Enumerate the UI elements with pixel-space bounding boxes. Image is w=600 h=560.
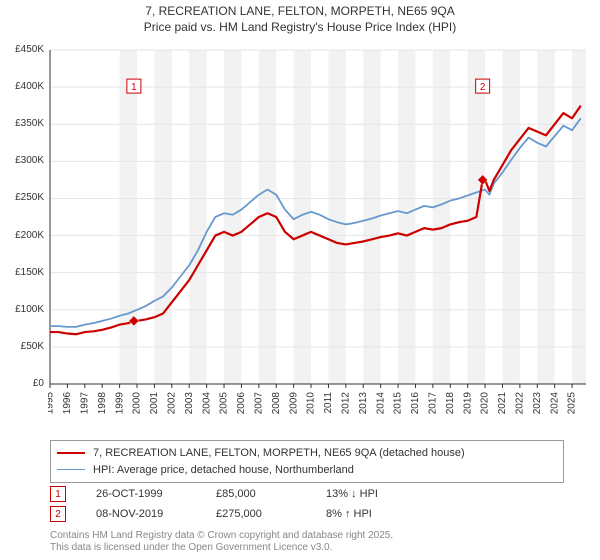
svg-text:2020: 2020 xyxy=(480,392,491,415)
attribution: Contains HM Land Registry data © Crown c… xyxy=(50,530,393,554)
y-tick-label: £450K xyxy=(0,44,44,55)
svg-text:2006: 2006 xyxy=(236,392,247,415)
svg-text:2016: 2016 xyxy=(410,392,421,415)
y-tick-label: £150K xyxy=(0,267,44,278)
marker-price-2: £275,000 xyxy=(216,508,296,520)
svg-text:2000: 2000 xyxy=(132,392,143,415)
marker-delta-2: 8% ↑ HPI xyxy=(326,508,372,520)
svg-text:2017: 2017 xyxy=(427,392,438,415)
svg-text:2018: 2018 xyxy=(445,392,456,415)
svg-text:2012: 2012 xyxy=(340,392,351,415)
line-chart: 1995 1996 1997 1998 1999 2000 2001 2002 2003 2004… xyxy=(48,44,588,424)
svg-text:1996: 1996 xyxy=(62,392,73,415)
svg-text:1998: 1998 xyxy=(97,392,108,415)
svg-text:2023: 2023 xyxy=(532,392,543,415)
svg-text:1997: 1997 xyxy=(79,392,90,415)
svg-text:2003: 2003 xyxy=(184,392,195,415)
y-tick-label: £100K xyxy=(0,304,44,315)
svg-text:2024: 2024 xyxy=(549,392,560,415)
y-tick-label: £0 xyxy=(0,378,44,389)
marker-price-1: £85,000 xyxy=(216,488,296,500)
svg-text:2015: 2015 xyxy=(393,392,404,415)
title-line-1: 7, RECREATION LANE, FELTON, MORPETH, NE6… xyxy=(0,4,600,20)
legend-row-hpi: HPI: Average price, detached house, Nort… xyxy=(57,462,557,479)
svg-text:2005: 2005 xyxy=(219,392,230,415)
marker-badge-2: 2 xyxy=(50,506,66,522)
svg-text:1995: 1995 xyxy=(48,392,56,415)
legend-swatch-property xyxy=(57,452,85,454)
svg-text:2013: 2013 xyxy=(358,392,369,415)
legend: 7, RECREATION LANE, FELTON, MORPETH, NE6… xyxy=(50,440,564,483)
y-tick-label: £400K xyxy=(0,81,44,92)
svg-text:2014: 2014 xyxy=(375,392,386,415)
y-tick-label: £250K xyxy=(0,192,44,203)
chart-container: 7, RECREATION LANE, FELTON, MORPETH, NE6… xyxy=(0,0,600,560)
svg-text:2022: 2022 xyxy=(515,392,526,415)
svg-text:2001: 2001 xyxy=(149,392,160,415)
svg-text:1999: 1999 xyxy=(114,392,125,415)
marker-delta-1: 13% ↓ HPI xyxy=(326,488,378,500)
marker-row-1: 1 26-OCT-1999 £85,000 13% ↓ HPI xyxy=(50,484,550,504)
marker-date-1: 26-OCT-1999 xyxy=(96,488,186,500)
attribution-line-2: This data is licensed under the Open Gov… xyxy=(50,542,393,554)
y-tick-label: £300K xyxy=(0,155,44,166)
svg-text:1: 1 xyxy=(131,82,137,93)
legend-row-property: 7, RECREATION LANE, FELTON, MORPETH, NE6… xyxy=(57,445,557,462)
title-line-2: Price paid vs. HM Land Registry's House … xyxy=(0,20,600,36)
svg-text:2004: 2004 xyxy=(201,392,212,415)
attribution-line-1: Contains HM Land Registry data © Crown c… xyxy=(50,530,393,542)
marker-badge-1: 1 xyxy=(50,486,66,502)
svg-text:2008: 2008 xyxy=(271,392,282,415)
svg-text:2021: 2021 xyxy=(497,392,508,415)
y-tick-label: £200K xyxy=(0,230,44,241)
marker-table: 1 26-OCT-1999 £85,000 13% ↓ HPI 2 08-NOV… xyxy=(50,484,550,524)
marker-row-2: 2 08-NOV-2019 £275,000 8% ↑ HPI xyxy=(50,504,550,524)
legend-label-hpi: HPI: Average price, detached house, Nort… xyxy=(93,462,354,479)
svg-text:2: 2 xyxy=(480,82,486,93)
svg-text:2009: 2009 xyxy=(288,392,299,415)
svg-text:2025: 2025 xyxy=(567,392,578,415)
marker-date-2: 08-NOV-2019 xyxy=(96,508,186,520)
legend-swatch-hpi xyxy=(57,469,85,470)
title-block: 7, RECREATION LANE, FELTON, MORPETH, NE6… xyxy=(0,0,600,35)
legend-label-property: 7, RECREATION LANE, FELTON, MORPETH, NE6… xyxy=(93,445,465,462)
svg-text:2010: 2010 xyxy=(306,392,317,415)
y-tick-label: £350K xyxy=(0,118,44,129)
svg-text:2007: 2007 xyxy=(253,392,264,415)
svg-text:2019: 2019 xyxy=(462,392,473,415)
svg-text:2002: 2002 xyxy=(166,392,177,415)
svg-text:2011: 2011 xyxy=(323,392,334,414)
y-tick-label: £50K xyxy=(0,341,44,352)
